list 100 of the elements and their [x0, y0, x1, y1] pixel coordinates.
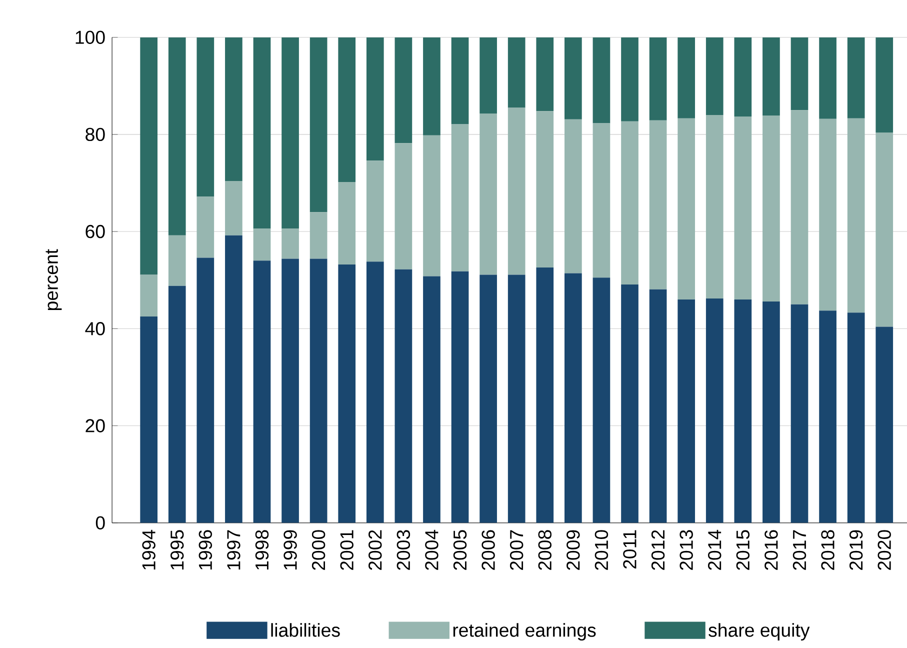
bar	[678, 299, 696, 523]
bar	[706, 298, 724, 523]
x-tick-label: 2010	[594, 530, 608, 570]
x-tick-label: 1998	[255, 530, 269, 570]
x-tick-label: 1996	[198, 530, 212, 570]
x-tick-label: 2015	[736, 530, 750, 570]
bar	[734, 116, 752, 300]
bar	[762, 115, 780, 302]
bar	[819, 37, 836, 119]
x-tick-label: 2001	[340, 530, 354, 570]
bar	[706, 37, 724, 115]
bar	[140, 274, 158, 316]
bar	[592, 123, 610, 278]
x-tick-label: 2011	[623, 530, 636, 568]
bar	[564, 119, 582, 274]
x-tick-label: 2019	[849, 530, 863, 570]
bar	[734, 37, 752, 116]
bar	[310, 37, 328, 212]
bar	[734, 299, 752, 523]
bar	[649, 120, 667, 290]
bar	[253, 228, 271, 261]
x-tick-label: 2009	[566, 530, 580, 570]
bar	[819, 118, 836, 311]
bar	[847, 118, 865, 313]
bar	[706, 114, 724, 298]
bar	[678, 118, 696, 300]
bar	[196, 258, 214, 523]
bar	[592, 37, 610, 124]
bar	[366, 262, 384, 523]
bar	[366, 160, 384, 262]
bar	[847, 312, 865, 523]
bar	[423, 276, 440, 523]
bar	[876, 326, 894, 523]
bar	[790, 37, 808, 110]
bar	[790, 110, 808, 304]
y-tick-label: 100	[76, 30, 105, 44]
x-tick-label: 1999	[284, 530, 297, 570]
bar	[451, 37, 469, 124]
bar	[423, 135, 440, 276]
x-tick-label: 2006	[482, 530, 495, 570]
bar	[621, 284, 638, 523]
y-axis-title: percent	[46, 248, 62, 310]
bar	[253, 37, 271, 229]
y-tick-label: 0	[96, 516, 105, 530]
bar	[310, 258, 328, 523]
bar	[536, 37, 554, 112]
x-tick-label: 2003	[396, 530, 410, 570]
bar	[649, 37, 667, 120]
legend-label: liabilities	[271, 623, 340, 637]
bar	[282, 37, 299, 229]
x-tick-label: 2005	[453, 530, 467, 570]
x-tick-label: 1997	[227, 530, 240, 570]
bar	[508, 274, 526, 523]
x-tick-label: 2002	[368, 530, 382, 570]
bar	[564, 273, 582, 523]
bar	[168, 235, 186, 286]
bar	[762, 301, 780, 523]
bar	[621, 121, 638, 284]
y-tick-label: 80	[86, 128, 105, 141]
bar	[451, 124, 469, 272]
bar	[140, 37, 158, 275]
bar	[790, 304, 808, 523]
bar	[394, 37, 412, 144]
bar	[225, 180, 242, 236]
bar	[480, 37, 497, 114]
bar	[196, 37, 214, 196]
bar	[649, 289, 667, 523]
bar	[621, 37, 638, 122]
bar	[394, 269, 412, 523]
bar	[423, 37, 440, 136]
bar	[536, 111, 554, 268]
x-tick-label: 2008	[538, 530, 552, 570]
bar	[338, 182, 356, 264]
bar	[366, 37, 384, 161]
bar	[225, 37, 242, 181]
bar	[819, 310, 836, 523]
bar	[310, 212, 328, 259]
x-tick-label: 2007	[510, 530, 524, 570]
x-tick-label: 2018	[821, 530, 834, 570]
bar	[678, 37, 696, 118]
bar	[338, 37, 356, 182]
bar	[168, 37, 186, 236]
bar	[536, 267, 554, 523]
legend-label: share equity	[708, 623, 810, 640]
bar	[168, 286, 186, 523]
bar	[338, 264, 356, 523]
x-tick-label: 2000	[312, 530, 326, 570]
bar	[394, 143, 412, 270]
bar	[140, 316, 158, 523]
x-tick-label: 2020	[878, 530, 891, 570]
legend-label: retained earnings	[453, 623, 596, 640]
x-tick-label: 1995	[170, 530, 184, 570]
y-tick-label: 40	[85, 322, 105, 336]
bar	[451, 271, 469, 523]
bar	[876, 37, 894, 132]
x-tick-label: 2013	[680, 530, 693, 570]
bar	[508, 37, 526, 108]
bar	[282, 228, 299, 259]
bar	[480, 113, 497, 275]
bar	[592, 278, 610, 523]
